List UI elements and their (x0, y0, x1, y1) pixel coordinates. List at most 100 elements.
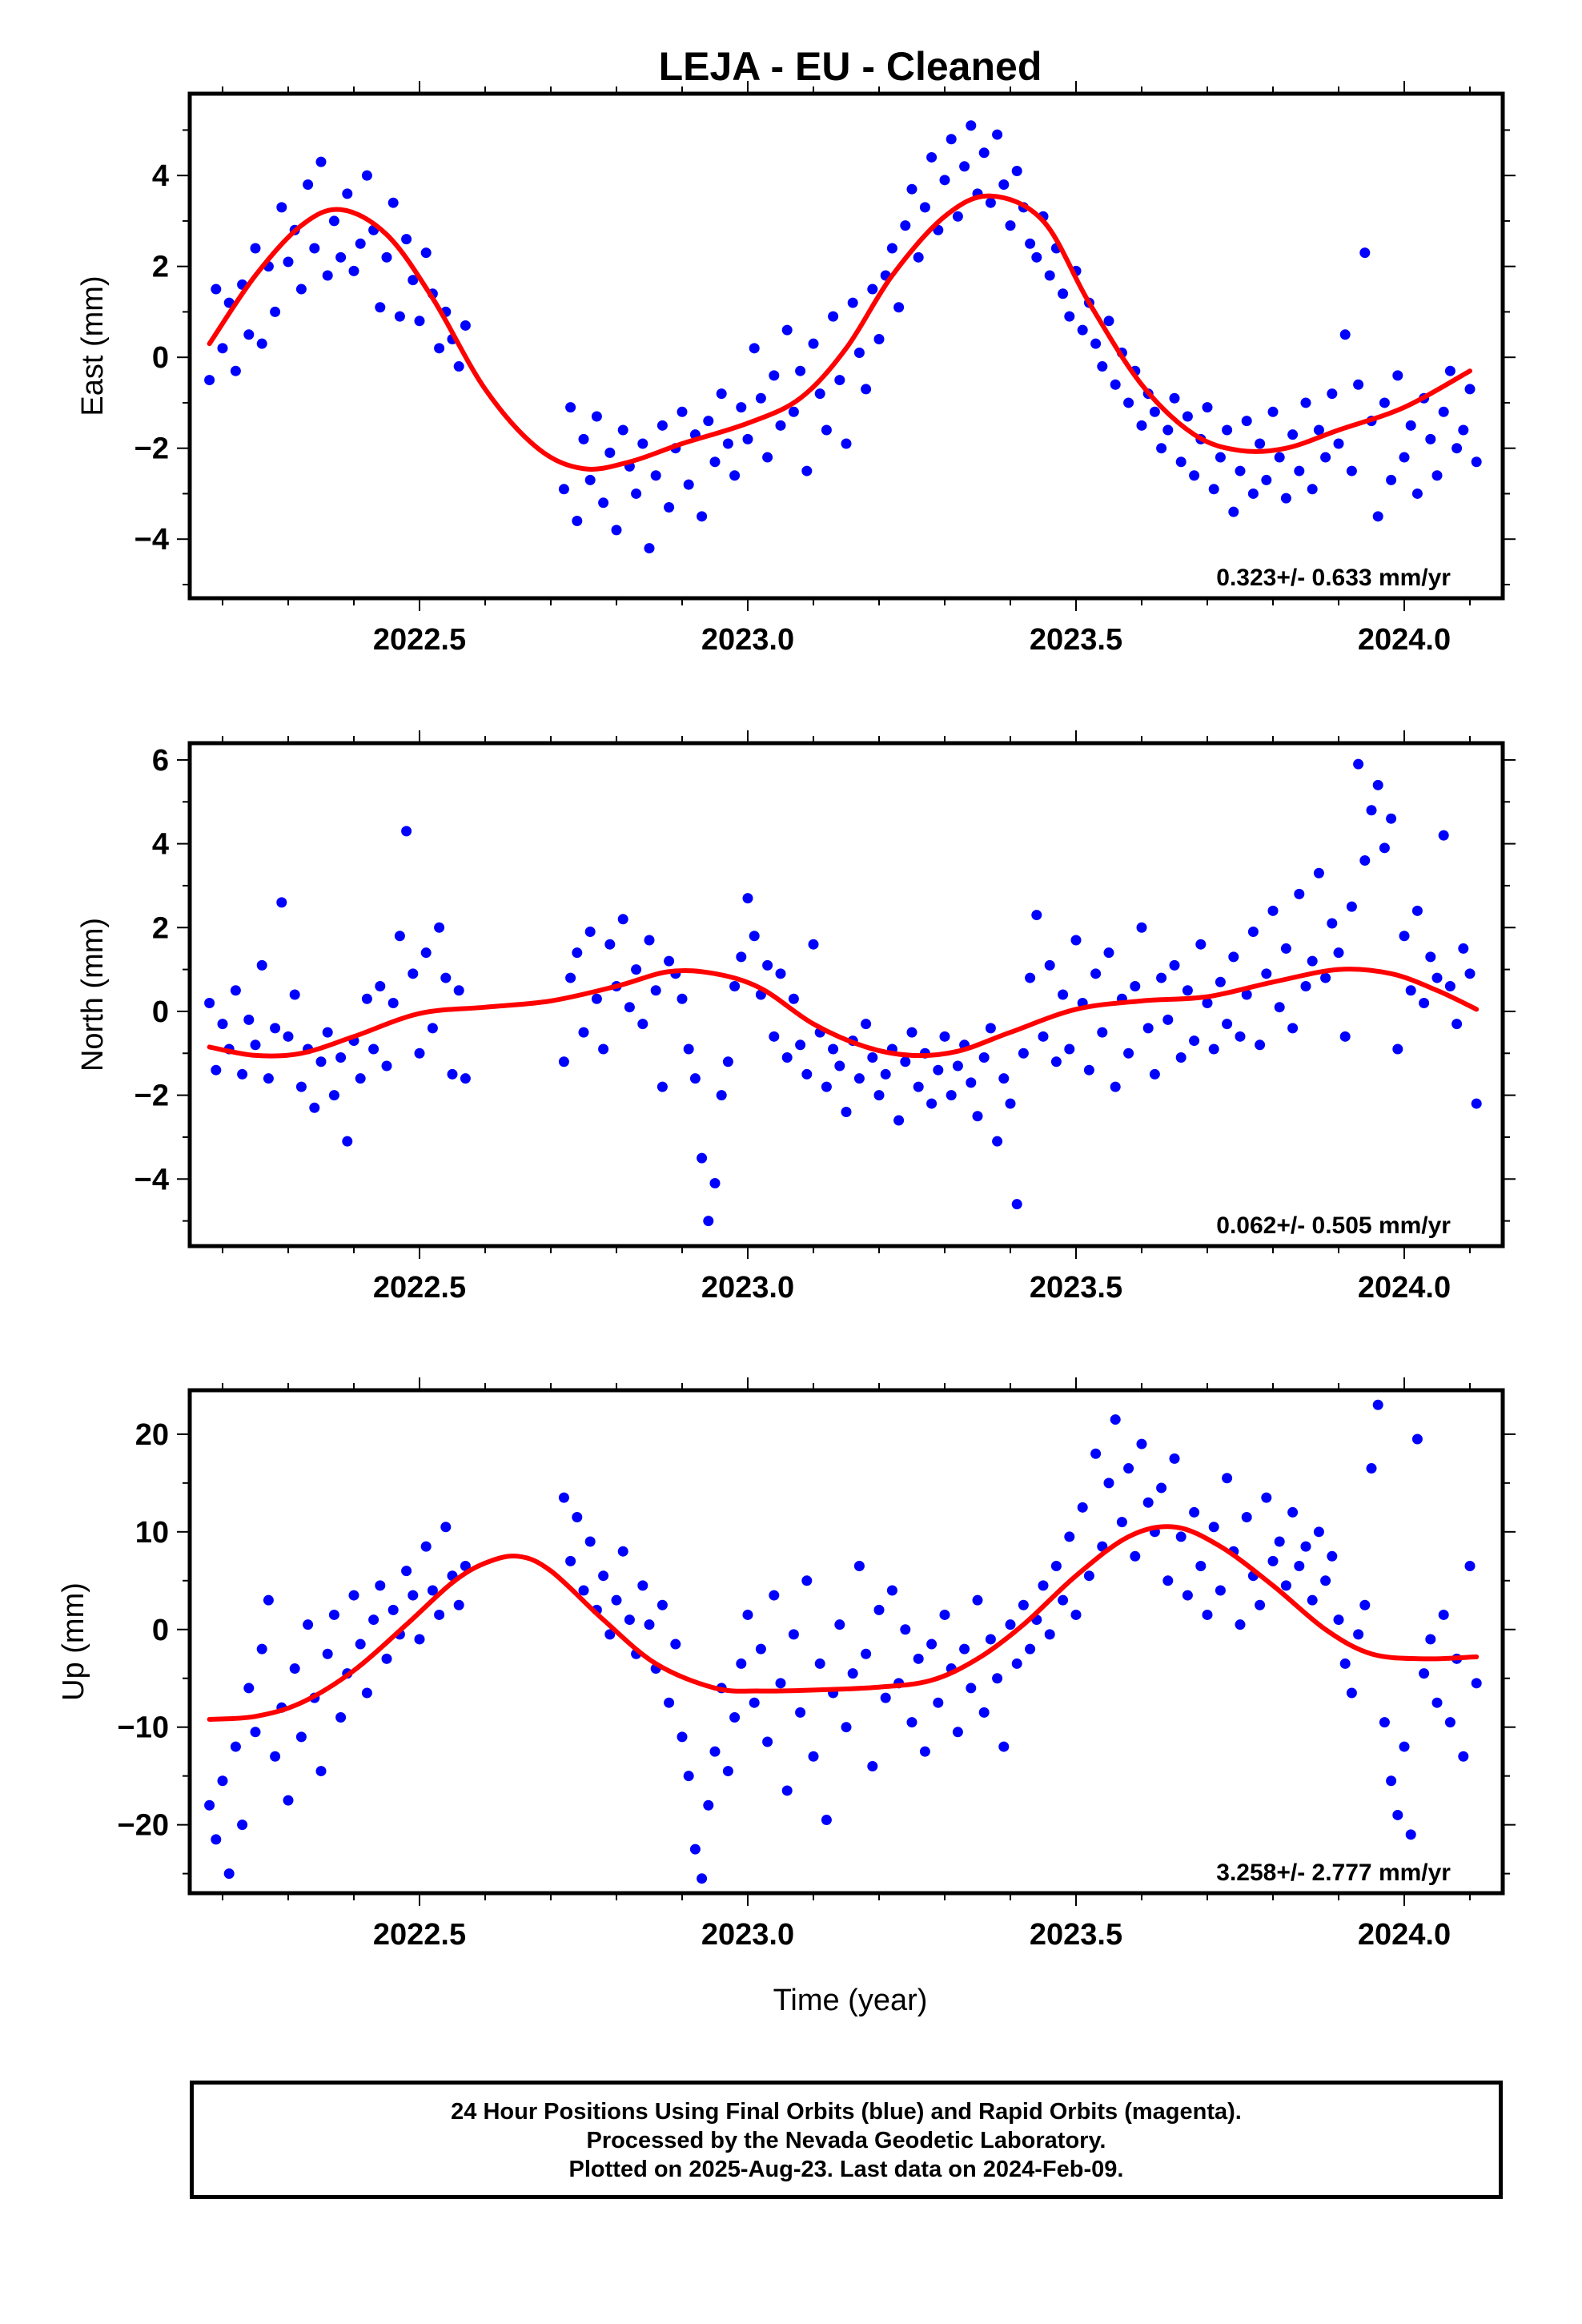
data-point (788, 1629, 799, 1640)
data-points (204, 1399, 1482, 1884)
data-point (1274, 1002, 1285, 1013)
fit-curve (207, 1524, 1480, 1722)
data-point (1038, 1031, 1049, 1042)
data-point (223, 1868, 235, 1880)
x-tick-label: 2024.0 (1358, 1918, 1451, 1952)
data-point (788, 406, 799, 417)
fit-curve (207, 967, 1480, 1059)
data-point (1392, 1809, 1403, 1820)
data-point (1261, 474, 1272, 485)
data-point (1386, 1775, 1397, 1787)
data-point (1255, 438, 1266, 449)
data-point (355, 1073, 366, 1084)
data-point (1333, 1614, 1344, 1626)
data-point (217, 1775, 228, 1787)
data-point (1018, 1599, 1029, 1610)
data-point (1103, 947, 1114, 959)
data-point (375, 1580, 386, 1591)
data-point (1320, 1575, 1331, 1586)
data-point (381, 251, 392, 263)
data-point (394, 931, 405, 942)
data-point (1294, 1560, 1305, 1571)
data-point (414, 1047, 425, 1059)
data-point (1149, 1068, 1160, 1080)
data-point (315, 1056, 327, 1068)
data-point (939, 1031, 950, 1042)
data-point (861, 1019, 872, 1030)
data-point (1320, 972, 1331, 983)
data-point (1044, 1629, 1055, 1640)
data-point (873, 1090, 885, 1101)
data-point (664, 1697, 675, 1708)
data-point (1235, 465, 1246, 476)
data-point (328, 1609, 339, 1620)
data-point (375, 302, 386, 313)
data-point (861, 384, 872, 395)
data-point (656, 1081, 668, 1092)
data-point (1097, 1027, 1108, 1038)
data-point (243, 1683, 255, 1694)
data-point (1090, 968, 1102, 979)
data-point (591, 411, 602, 422)
data-point (1444, 981, 1456, 992)
data-point (939, 175, 950, 186)
data-point (368, 1614, 379, 1626)
panel-2: 2022.5 2023.0 2023.5 2024.0 −20 −10 0 10 20 Up (m… (57, 1377, 1516, 1952)
data-point (1339, 1658, 1351, 1669)
data-point (716, 1090, 727, 1101)
data-point (1366, 1463, 1377, 1474)
data-point (434, 922, 445, 933)
data-point (919, 202, 930, 213)
data-point (1247, 927, 1259, 937)
data-point (1320, 452, 1331, 463)
data-point (1313, 1526, 1324, 1538)
data-point (1287, 1506, 1299, 1518)
y-tick-label: −10 (118, 1711, 169, 1745)
data-point (591, 993, 602, 1004)
data-point (998, 1073, 1010, 1084)
data-point (926, 1098, 938, 1109)
data-point (565, 402, 576, 413)
data-point (624, 1614, 635, 1626)
data-point (656, 1599, 668, 1610)
data-point (1011, 1658, 1022, 1669)
data-point (1327, 1550, 1338, 1562)
data-point (1411, 488, 1423, 499)
data-point (853, 1560, 865, 1571)
data-point (558, 1056, 569, 1068)
data-point (408, 275, 419, 286)
data-point (893, 302, 905, 313)
data-point (893, 1115, 905, 1126)
data-point (1287, 1023, 1299, 1034)
fit-curve (207, 193, 1472, 472)
data-point (322, 1027, 333, 1038)
data-point (1011, 165, 1022, 176)
x-tick-label: 2023.0 (701, 1918, 794, 1952)
data-point (913, 1653, 924, 1664)
data-point (1392, 1043, 1403, 1055)
data-point (401, 1566, 412, 1577)
x-tick-label: 2024.0 (1358, 1271, 1451, 1305)
data-point (584, 927, 596, 937)
data-point (263, 1594, 274, 1606)
data-point (263, 1073, 274, 1084)
data-points (204, 120, 1482, 554)
data-point (1431, 470, 1443, 481)
data-point (873, 1604, 885, 1615)
data-point (683, 479, 694, 490)
data-point (1458, 424, 1469, 436)
data-point (283, 256, 294, 267)
data-point (703, 1799, 714, 1811)
data-point (289, 989, 300, 1000)
data-point (749, 343, 760, 354)
data-point (1405, 985, 1416, 996)
data-point (1130, 1550, 1141, 1562)
panel-1: 2022.5 2023.0 2023.5 2024.0 −4 −2 0 2 4 6 North (m… (76, 730, 1516, 1305)
y-tick-label: 4 (152, 159, 169, 193)
x-tick-label: 2024.0 (1358, 623, 1451, 657)
data-point (1064, 1531, 1075, 1542)
x-tick-label: 2023.5 (1030, 1271, 1122, 1305)
data-point (1110, 379, 1121, 390)
y-axis-label: East (mm) (76, 275, 110, 416)
data-point (1313, 424, 1324, 436)
